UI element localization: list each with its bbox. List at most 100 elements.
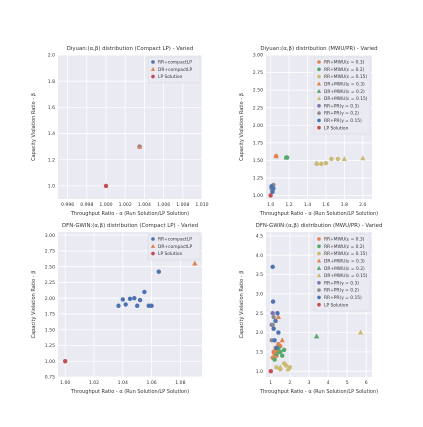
y-tick-label: 3.00 xyxy=(253,53,263,59)
data-point xyxy=(270,322,275,327)
legend-entry: RR+compactLP xyxy=(158,60,192,66)
y-tick-label: 2.75 xyxy=(45,249,55,255)
chart-2: 1.0 1.2 1.4 1.6 1.8 2.0 1.00 1.25 1.50 1.75 2.00 2.… xyxy=(239,46,378,217)
legend-entry: RR+PR(γ = 0.15) xyxy=(324,295,362,301)
y-tick-label: 0.75 xyxy=(45,375,55,381)
data-point xyxy=(283,363,289,368)
x-tick-label: 1.6 xyxy=(322,202,329,208)
data-point xyxy=(156,269,161,274)
legend-entry: RR+PR(γ = 0.3) xyxy=(324,280,359,286)
legend-entry: RR+compactLP xyxy=(158,237,192,243)
legend-box xyxy=(147,233,201,261)
x-tick-label: 1.02 xyxy=(89,380,99,386)
y-tick-label: 1.4 xyxy=(48,131,55,137)
chart-title: DFN-GWIN:(α,β) distribution (Compact LP)… xyxy=(62,223,198,229)
y-tick-label: 1.50 xyxy=(45,327,55,333)
x-tick-label: 1.00 xyxy=(60,380,70,386)
chart-1: 0.996 0.998 1.000 1.002 1.004 1.006 1.008 1.010… xyxy=(31,46,209,217)
data-point xyxy=(270,264,275,269)
legend-entry: RR+MWU(ε = 0.2) xyxy=(324,244,365,250)
legend-entry: RR+MWU(ε = 0.15) xyxy=(324,251,367,257)
y-tick-label: 3.0 xyxy=(256,291,263,297)
y-tick-label: 1.75 xyxy=(45,312,55,318)
data-point xyxy=(275,311,280,316)
y-tick-label: 2.50 xyxy=(253,88,263,94)
data-point xyxy=(135,303,140,308)
legend-marker xyxy=(317,111,321,115)
data-point xyxy=(272,338,277,343)
data-point xyxy=(270,311,275,316)
legend-marker xyxy=(151,74,155,79)
data-point xyxy=(283,154,289,160)
x-tick-label: 1.002 xyxy=(119,202,132,208)
x-tick-label: 1.04 xyxy=(118,380,128,386)
x-axis-label: Throughput Ratio - α (Run Solution/LP So… xyxy=(259,389,378,395)
data-point xyxy=(273,153,279,159)
data-point xyxy=(270,189,275,195)
data-point xyxy=(274,365,279,370)
legend-entry: DR+MWU(ε = 0.2) xyxy=(324,89,365,95)
data-point xyxy=(313,333,320,339)
data-point xyxy=(279,337,285,343)
x-tick-label: 1.08 xyxy=(175,380,185,386)
legend-marker xyxy=(317,244,321,249)
y-tick-label: 1.25 xyxy=(45,343,55,349)
data-point xyxy=(116,303,121,308)
y-axis-label: Capacity Violation Ratio - β xyxy=(239,93,245,161)
y-axis-label: Capacity Violation Ratio - β xyxy=(31,93,37,161)
legend-marker xyxy=(317,288,321,292)
legend-entry: DR+MWU(ε = 0.2) xyxy=(324,266,365,272)
data-point xyxy=(268,193,273,198)
y-tick-label: 1.5 xyxy=(256,349,263,355)
x-tick-label: 6 xyxy=(365,380,368,386)
x-tick-label: 1.010 xyxy=(195,202,208,208)
data-point xyxy=(132,295,137,301)
x-tick-label: 1.4 xyxy=(304,202,311,208)
y-tick-label: 2.0 xyxy=(48,53,55,59)
legend-entry: RR+MWU(ε = 0.15) xyxy=(324,74,367,80)
legend-marker xyxy=(316,81,322,86)
legend-marker xyxy=(316,96,322,101)
chart-title: Diyuan:(α,β) distribution (MWU/PR) - Var… xyxy=(260,46,377,52)
x-tick-label: 1.2 xyxy=(285,202,292,208)
data-point xyxy=(273,318,278,324)
legend-marker xyxy=(317,104,321,108)
data-point xyxy=(281,347,287,353)
data-point xyxy=(271,186,276,191)
data-point xyxy=(285,366,291,372)
data-point xyxy=(137,297,143,303)
data-point xyxy=(270,299,276,304)
y-tick-label: 1.50 xyxy=(253,158,263,164)
y-tick-label: 1.0 xyxy=(48,184,55,190)
data-point xyxy=(120,297,126,302)
legend-entry: LP Solution xyxy=(324,302,349,308)
data-point xyxy=(268,369,273,374)
x-tick-label: 5 xyxy=(346,380,349,386)
legend-marker xyxy=(317,118,321,123)
data-point xyxy=(275,314,282,320)
data-point xyxy=(136,143,143,149)
x-tick-label: 2 xyxy=(288,380,291,386)
legend-entry: LP Solution xyxy=(158,251,183,257)
x-tick-label: 4 xyxy=(327,380,330,386)
x-tick-label: 1.004 xyxy=(138,202,151,208)
y-axis-label: Capacity Violation Ratio - β xyxy=(31,271,37,339)
legend-marker xyxy=(317,125,321,130)
legend-box xyxy=(147,56,201,84)
x-axis-label: Throughput Ratio - α (Run Solution/LP So… xyxy=(70,211,189,217)
data-point xyxy=(314,160,320,166)
legend: RR+MWU(ε = 0.3)RR+MWU(ε = 0.2)RR+MWU(ε =… xyxy=(313,56,371,135)
y-axis-label: Capacity Violation Ratio - β xyxy=(239,271,245,339)
legend-entry: RR+MWU(ε = 0.2) xyxy=(324,67,365,73)
legend: RR+MWU(ε = 0.3)RR+MWU(ε = 0.2)RR+MWU(ε =… xyxy=(313,233,371,312)
y-tick-label: 1.0 xyxy=(256,369,263,375)
legend-entry: RR+MWU(ε = 0.3) xyxy=(324,60,365,66)
x-tick-label: 1.006 xyxy=(157,202,170,208)
y-tick-label: 1.6 xyxy=(48,105,55,111)
y-tick-label: 1.75 xyxy=(253,140,263,146)
chart-title: Diyuan:(α,β) distribution (Compact LP) -… xyxy=(67,46,194,52)
chart-title: DFN-GWIN:(α,β) distribution (MWU/PR) - V… xyxy=(256,223,383,229)
